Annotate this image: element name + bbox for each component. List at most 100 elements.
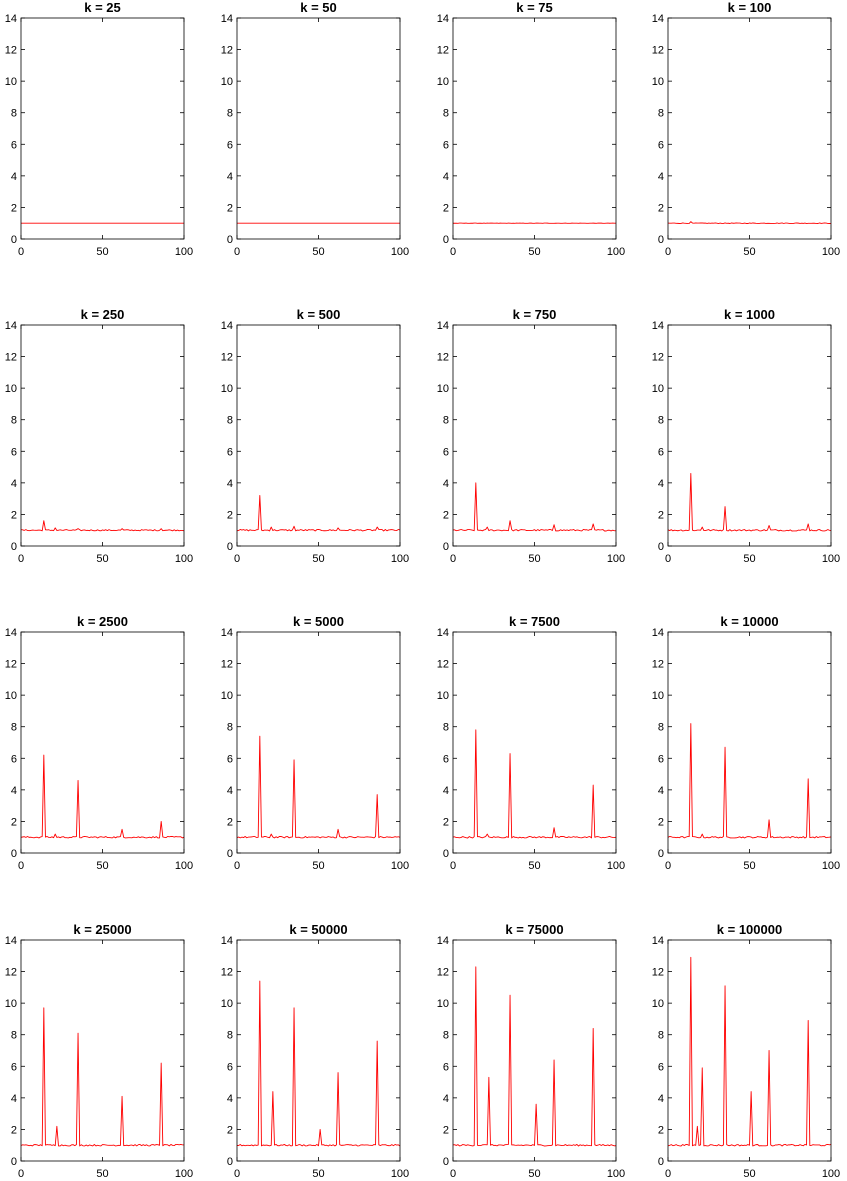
chart-title: k = 1000 [724, 307, 775, 322]
chart-title: k = 75 [516, 0, 553, 15]
chart-title: k = 10000 [720, 614, 778, 629]
series-line [20, 1007, 185, 1147]
y-tick-label: 12 [437, 659, 449, 671]
y-tick-label: 0 [658, 1156, 664, 1168]
x-tick-label: 100 [822, 1168, 840, 1180]
y-tick-label: 14 [5, 13, 17, 25]
y-tick-label: 0 [11, 234, 17, 246]
chart-panel: k = 10000 0 2 4 6 8 10 12 14 0 50 100 [652, 614, 840, 872]
y-tick-label: 2 [658, 509, 664, 521]
chart-title: k = 100 [728, 0, 772, 15]
y-tick-label: 8 [443, 415, 449, 427]
y-tick-label: 8 [227, 415, 233, 427]
x-tick-label: 50 [743, 553, 755, 565]
x-tick-label: 0 [18, 1168, 24, 1180]
series-line [236, 495, 401, 532]
y-tick-label: 4 [11, 1093, 17, 1105]
x-tick-label: 0 [450, 246, 456, 258]
chart-panel: k = 50 0 2 4 6 8 10 12 14 0 50 100 [221, 0, 409, 258]
y-tick-label: 4 [11, 171, 17, 183]
x-tick-label: 50 [96, 1168, 108, 1180]
y-tick-label: 10 [5, 76, 17, 88]
y-tick-label: 10 [437, 76, 449, 88]
y-tick-label: 2 [443, 816, 449, 828]
y-tick-label: 10 [652, 383, 664, 395]
x-tick-label: 0 [234, 553, 240, 565]
plot-area-frame [667, 324, 832, 547]
y-tick-label: 0 [658, 848, 664, 860]
x-tick-label: 100 [822, 246, 840, 258]
plot-area-frame [20, 17, 185, 240]
x-tick-label: 0 [450, 860, 456, 872]
x-tick-label: 50 [96, 860, 108, 872]
y-tick-label: 2 [443, 202, 449, 214]
plot-area-frame [667, 17, 832, 240]
y-tick-label: 6 [227, 446, 233, 458]
chart-title: k = 750 [513, 307, 557, 322]
y-tick-label: 2 [227, 509, 233, 521]
x-tick-label: 100 [175, 1168, 193, 1180]
x-tick-label: 50 [743, 1168, 755, 1180]
y-tick-label: 2 [11, 1124, 17, 1136]
x-tick-label: 100 [391, 860, 409, 872]
x-tick-label: 0 [18, 553, 24, 565]
y-tick-label: 6 [658, 753, 664, 765]
series-line [236, 735, 401, 839]
chart-title: k = 25 [84, 0, 121, 15]
y-tick-label: 12 [652, 352, 664, 364]
y-tick-label: 14 [221, 627, 233, 639]
chart-title: k = 75000 [505, 922, 563, 937]
y-tick-label: 12 [652, 967, 664, 979]
x-tick-label: 50 [96, 553, 108, 565]
x-tick-label: 100 [607, 860, 625, 872]
y-tick-label: 10 [5, 383, 17, 395]
x-tick-label: 50 [312, 1168, 324, 1180]
y-tick-label: 6 [227, 753, 233, 765]
y-tick-label: 2 [658, 202, 664, 214]
y-tick-label: 4 [227, 171, 233, 183]
y-tick-label: 2 [227, 816, 233, 828]
series-line [667, 723, 832, 839]
y-tick-label: 8 [658, 722, 664, 734]
y-tick-label: 10 [437, 383, 449, 395]
y-tick-label: 4 [11, 785, 17, 797]
y-tick-label: 14 [5, 627, 17, 639]
chart-panel: k = 500 0 2 4 6 8 10 12 14 0 50 100 [221, 307, 409, 565]
y-tick-label: 4 [658, 171, 664, 183]
y-tick-label: 8 [11, 722, 17, 734]
y-tick-label: 8 [227, 722, 233, 734]
y-tick-label: 8 [11, 108, 17, 120]
y-tick-label: 6 [443, 139, 449, 151]
series-line [452, 482, 617, 532]
x-tick-label: 100 [391, 246, 409, 258]
y-tick-label: 10 [221, 998, 233, 1010]
x-tick-label: 0 [665, 553, 671, 565]
y-tick-label: 0 [443, 234, 449, 246]
y-tick-label: 6 [11, 139, 17, 151]
y-tick-label: 0 [658, 234, 664, 246]
y-tick-label: 0 [227, 848, 233, 860]
y-tick-label: 8 [11, 415, 17, 427]
y-tick-label: 6 [11, 446, 17, 458]
y-tick-label: 10 [221, 690, 233, 702]
chart-panel: k = 5000 0 2 4 6 8 10 12 14 0 50 100 [221, 614, 409, 872]
y-tick-label: 0 [443, 848, 449, 860]
y-tick-label: 2 [227, 1124, 233, 1136]
y-tick-label: 10 [221, 383, 233, 395]
y-tick-label: 12 [5, 45, 17, 57]
y-tick-label: 4 [227, 478, 233, 490]
y-tick-label: 14 [437, 935, 449, 947]
y-tick-label: 2 [443, 1124, 449, 1136]
y-tick-label: 2 [443, 509, 449, 521]
x-tick-label: 50 [743, 246, 755, 258]
chart-title: k = 250 [81, 307, 125, 322]
x-tick-label: 50 [312, 246, 324, 258]
y-tick-label: 4 [443, 1093, 449, 1105]
series-line [452, 729, 617, 839]
plot-area-frame [236, 17, 401, 240]
y-tick-label: 8 [11, 1030, 17, 1042]
x-tick-label: 0 [665, 1168, 671, 1180]
y-tick-label: 4 [443, 785, 449, 797]
y-tick-label: 10 [5, 690, 17, 702]
y-tick-label: 8 [227, 108, 233, 120]
